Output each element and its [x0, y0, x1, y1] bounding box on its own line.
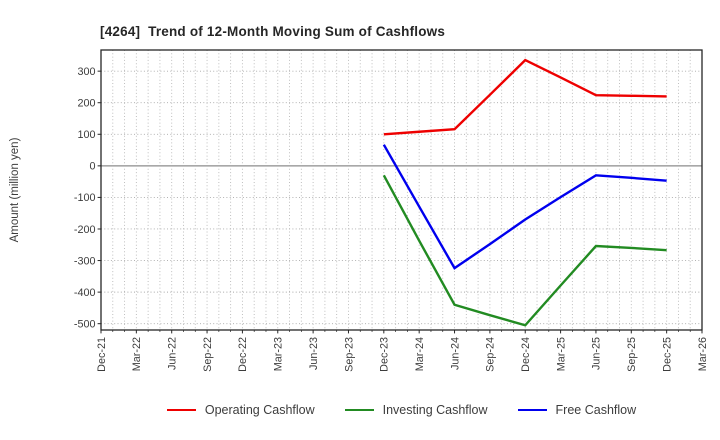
svg-text:Sep-25: Sep-25 [626, 337, 638, 372]
svg-text:Jun-24: Jun-24 [449, 337, 461, 370]
svg-text:200: 200 [77, 98, 95, 110]
svg-text:-300: -300 [74, 255, 96, 267]
svg-text:Dec-25: Dec-25 [661, 337, 673, 372]
svg-text:Dec-23: Dec-23 [379, 337, 391, 372]
svg-text:Mar-22: Mar-22 [131, 337, 143, 371]
svg-text:Mar-26: Mar-26 [697, 337, 709, 371]
free-legend-label: Free Cashflow [555, 403, 637, 417]
svg-text:Mar-24: Mar-24 [414, 337, 426, 371]
legend-item-operating: Operating Cashflow [166, 403, 315, 417]
svg-text:0: 0 [89, 161, 95, 173]
svg-text:Mar-25: Mar-25 [555, 337, 567, 371]
svg-text:Jun-22: Jun-22 [167, 337, 179, 370]
svg-text:100: 100 [77, 129, 95, 141]
tick-marks [97, 70, 703, 334]
svg-text:-400: -400 [74, 287, 96, 299]
x-tick-labels: Dec-21 Mar-22 Jun-22 Sep-22 Dec-22 Mar-23 Jun-… [96, 337, 709, 372]
svg-text:Mar-23: Mar-23 [273, 337, 285, 371]
operating-line-swatch [166, 409, 196, 411]
investing-line [382, 174, 667, 327]
svg-text:-100: -100 [74, 192, 96, 204]
svg-text:300: 300 [77, 66, 95, 78]
free-line-swatch [517, 409, 547, 411]
svg-text:Sep-24: Sep-24 [485, 337, 497, 372]
svg-text:Jun-23: Jun-23 [308, 337, 320, 370]
legend-item-investing: Investing Cashflow [344, 403, 488, 417]
free-line [382, 144, 667, 270]
svg-text:Dec-24: Dec-24 [520, 337, 532, 372]
plot-border [100, 49, 703, 331]
svg-text:Jun-25: Jun-25 [591, 337, 603, 370]
investing-line-swatch [344, 409, 374, 411]
svg-text:Dec-22: Dec-22 [237, 337, 249, 372]
svg-text:Sep-22: Sep-22 [202, 337, 214, 372]
y-tick-labels: 300 200 100 0 -100 -200 -300 -400 -500 [74, 66, 96, 331]
svg-text:Dec-21: Dec-21 [96, 337, 108, 372]
svg-text:-200: -200 [74, 224, 96, 236]
operating-legend-label: Operating Cashflow [204, 403, 315, 417]
chart-title: [4264] Trend of 12-Month Moving Sum of C… [100, 24, 446, 39]
legend: Operating Cashflow Investing Cashflow Fr… [101, 403, 702, 417]
operating-line [383, 58, 667, 136]
investing-legend-label: Investing Cashflow [382, 403, 488, 417]
svg-text:-500: -500 [74, 318, 96, 330]
legend-item-free: Free Cashflow [517, 403, 637, 417]
grid [101, 50, 702, 330]
svg-text:Sep-23: Sep-23 [343, 337, 355, 372]
